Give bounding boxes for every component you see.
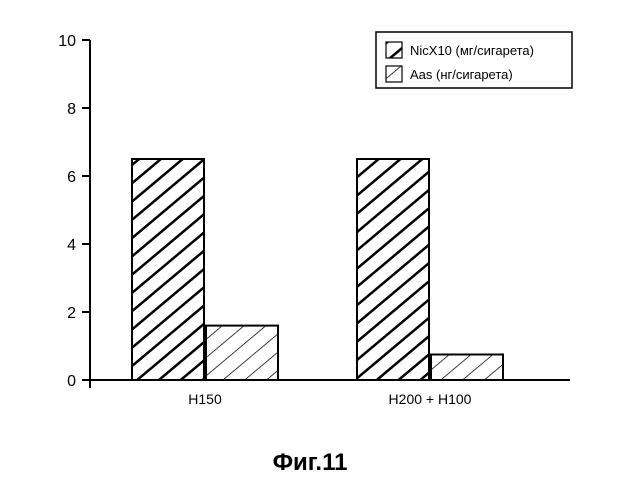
y-tick-label: 0 bbox=[67, 373, 76, 390]
chart-container: 0 2 4 6 8 10 H150 H200 + H100 NicX10 (мг/сигарет… bbox=[0, 0, 620, 500]
legend-label-Aas: Aas (нг/сигарета) bbox=[410, 67, 513, 82]
category-label: H150 bbox=[188, 391, 222, 407]
y-tick-label: 8 bbox=[67, 101, 76, 118]
legend-swatch-Aas bbox=[386, 66, 402, 82]
bar-chart: 0 2 4 6 8 10 H150 H200 + H100 NicX10 (мг/сигарет… bbox=[0, 0, 620, 500]
bar-Aas-1 bbox=[431, 355, 503, 381]
category-label: H200 + H100 bbox=[389, 391, 472, 407]
y-tick-label: 4 bbox=[67, 237, 76, 254]
legend-label-NicX10: NicX10 (мг/сигарета) bbox=[410, 43, 534, 58]
legend-swatch-NicX10 bbox=[386, 42, 402, 58]
y-tick-label: 2 bbox=[67, 305, 76, 322]
figure-caption: Фиг.11 bbox=[273, 449, 348, 476]
bar-NicX10-0 bbox=[132, 159, 204, 380]
y-tick-label: 6 bbox=[67, 169, 76, 186]
bar-NicX10-1 bbox=[357, 159, 429, 380]
y-tick-label: 10 bbox=[58, 33, 76, 50]
bar-Aas-0 bbox=[206, 326, 278, 380]
